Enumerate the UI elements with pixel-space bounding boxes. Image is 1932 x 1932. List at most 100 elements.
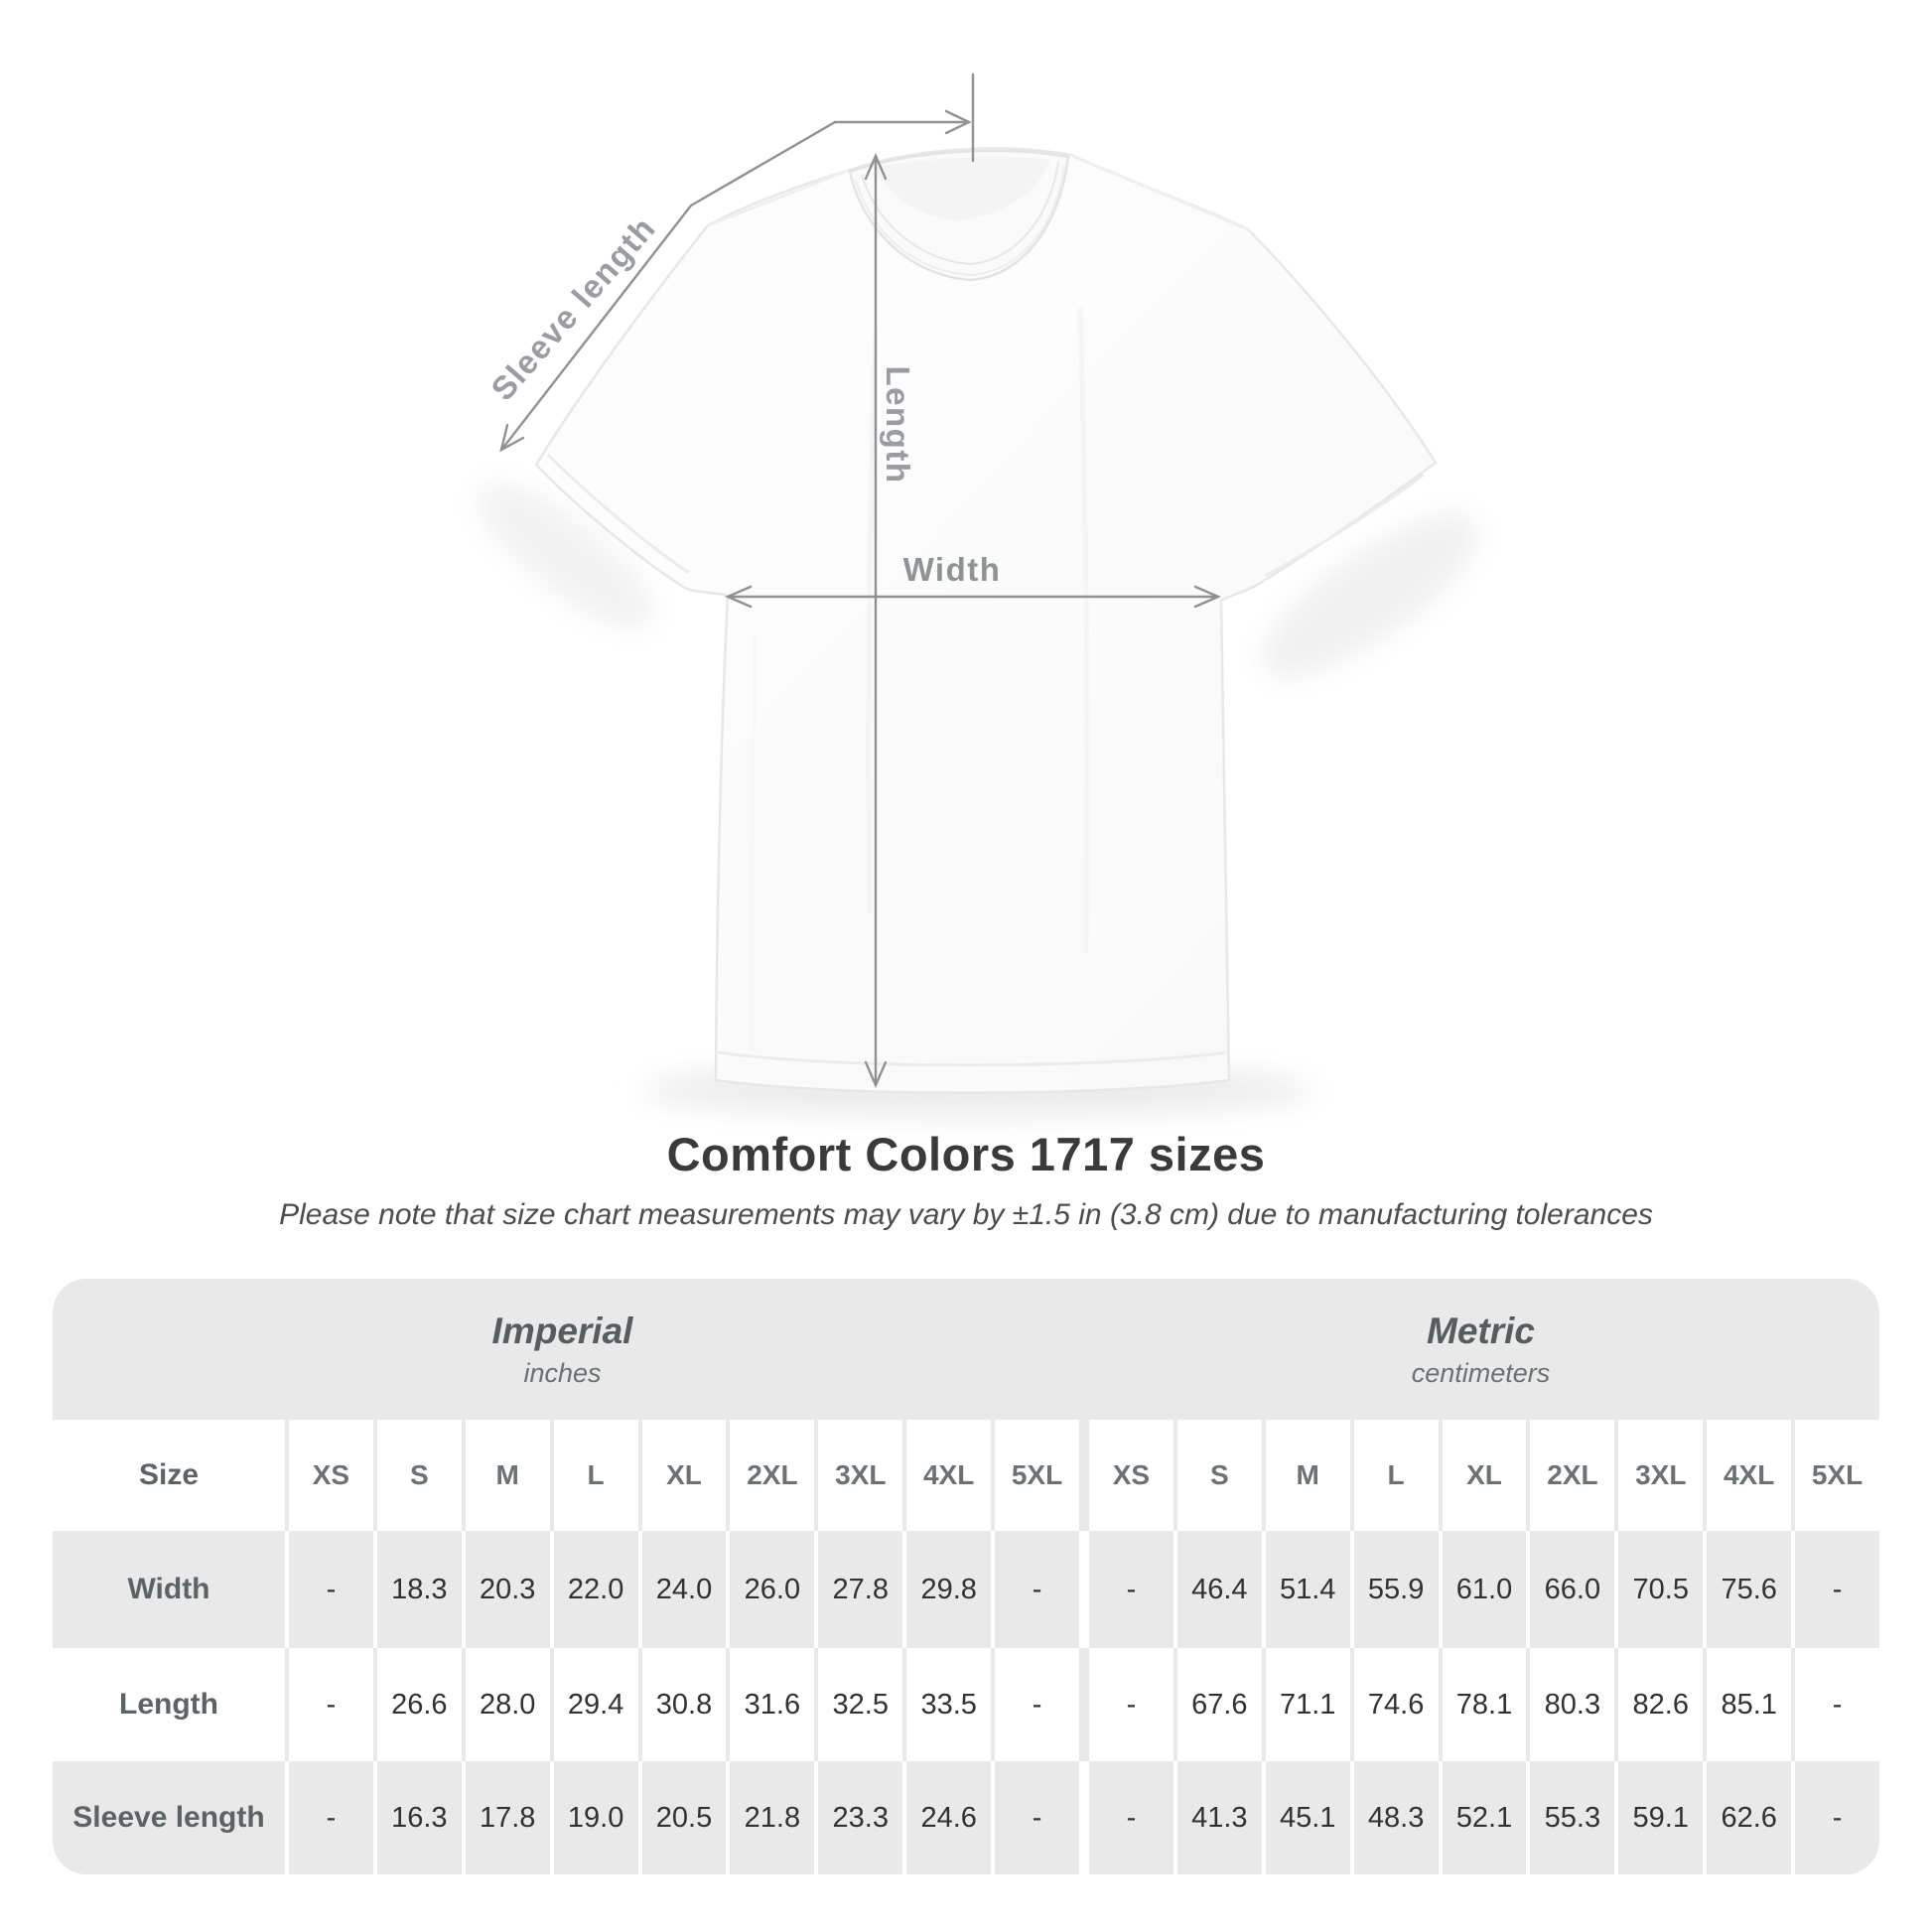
size-header-cell: L bbox=[553, 1420, 638, 1531]
metric-value-cell: 46.4 bbox=[1176, 1531, 1262, 1648]
size-header-cell: XL bbox=[641, 1420, 727, 1531]
imperial-value-cell: 29.4 bbox=[553, 1648, 638, 1761]
size-header-cell: XS bbox=[1088, 1420, 1173, 1531]
imperial-value-cell: 19.0 bbox=[553, 1761, 638, 1874]
imperial-value-cell: 31.6 bbox=[730, 1648, 815, 1761]
imperial-value-cell: - bbox=[995, 1648, 1079, 1761]
size-header-cell: S bbox=[376, 1420, 462, 1531]
size-header-cell: 5XL bbox=[995, 1420, 1079, 1531]
size-header-cell: 4XL bbox=[1707, 1420, 1792, 1531]
imperial-value-cell: - bbox=[289, 1531, 373, 1648]
size-table-rows: Size XS S M L XL 2XL 3XL 4XL 5XL XS S M L XL 2XL 3XL 4XL 5… bbox=[53, 1420, 1879, 1874]
table-row: Sleeve length -16.3 17.8 19.0 20.5 21.8 23.3 24… bbox=[53, 1761, 1879, 1874]
metric-value-cell: 75.6 bbox=[1707, 1531, 1792, 1648]
imperial-group-unit: inches bbox=[523, 1357, 602, 1388]
metric-group-header: Metric centimeters bbox=[1082, 1279, 1879, 1420]
tshirt-illustration bbox=[534, 147, 1438, 1095]
imperial-value-cell: - bbox=[995, 1531, 1079, 1648]
size-header-cell: S bbox=[1176, 1420, 1262, 1531]
metric-value-cell: 67.6 bbox=[1176, 1648, 1262, 1761]
metric-value-cell: 85.1 bbox=[1707, 1648, 1792, 1761]
tshirt-measurement-diagram: Sleeve length Length Width bbox=[477, 72, 1479, 1116]
row-label: Sleeve length bbox=[53, 1761, 285, 1874]
metric-value-cell: 61.0 bbox=[1442, 1531, 1527, 1648]
imperial-value-cell: 21.8 bbox=[730, 1761, 815, 1874]
metric-value-cell: 55.9 bbox=[1353, 1531, 1439, 1648]
size-header-cell: M bbox=[1265, 1420, 1350, 1531]
width-label: Width bbox=[903, 551, 1002, 588]
imperial-value-cell: 23.3 bbox=[818, 1761, 903, 1874]
metric-value-cell: 74.6 bbox=[1353, 1648, 1439, 1761]
imperial-value-cell: 24.6 bbox=[906, 1761, 992, 1874]
group-divider bbox=[1083, 1531, 1085, 1648]
size-header-cell: 4XL bbox=[906, 1420, 992, 1531]
imperial-value-cell: 29.8 bbox=[906, 1531, 992, 1648]
sleeve-length-arrow bbox=[500, 120, 970, 451]
metric-value-cell: - bbox=[1088, 1761, 1173, 1874]
imperial-value-cell: 26.0 bbox=[730, 1531, 815, 1648]
size-header-cell: 3XL bbox=[1618, 1420, 1704, 1531]
metric-value-cell: 48.3 bbox=[1353, 1761, 1439, 1874]
metric-value-cell: 82.6 bbox=[1618, 1648, 1704, 1761]
metric-value-cell: 55.3 bbox=[1530, 1761, 1615, 1874]
metric-value-cell: 80.3 bbox=[1530, 1648, 1615, 1761]
size-header-row: Size XS S M L XL 2XL 3XL 4XL 5XL XS S M L XL 2XL 3XL 4XL 5… bbox=[53, 1420, 1879, 1531]
size-header-cell: M bbox=[465, 1420, 550, 1531]
size-table: Imperial inches Metric centimeters Size X… bbox=[53, 1279, 1879, 1874]
size-header-cell: 2XL bbox=[730, 1420, 815, 1531]
size-header-cell: XS bbox=[289, 1420, 373, 1531]
size-header-cell: XL bbox=[1442, 1420, 1527, 1531]
metric-value-cell: - bbox=[1795, 1761, 1879, 1874]
imperial-group-name: Imperial bbox=[491, 1310, 633, 1351]
imperial-value-cell: - bbox=[289, 1761, 373, 1874]
size-column-header: Size bbox=[53, 1420, 285, 1531]
title-block: Comfort Colors 1717 sizes Please note th… bbox=[0, 1128, 1932, 1235]
size-header-cell: 5XL bbox=[1795, 1420, 1879, 1531]
group-divider bbox=[1083, 1648, 1085, 1761]
metric-value-cell: - bbox=[1795, 1648, 1879, 1761]
metric-value-cell: 70.5 bbox=[1618, 1531, 1704, 1648]
imperial-value-cell: 20.5 bbox=[641, 1761, 727, 1874]
imperial-value-cell: 33.5 bbox=[906, 1648, 992, 1761]
measurement-lines bbox=[499, 72, 1222, 1089]
imperial-value-cell: 26.6 bbox=[376, 1648, 462, 1761]
table-row: Length -26.6 28.0 29.4 30.8 31.6 32.5 33.5- -67.… bbox=[53, 1648, 1879, 1761]
metric-group-unit: centimeters bbox=[1411, 1357, 1551, 1388]
imperial-value-cell: - bbox=[995, 1761, 1079, 1874]
imperial-value-cell: - bbox=[289, 1648, 373, 1761]
size-header-cell: 2XL bbox=[1530, 1420, 1615, 1531]
metric-value-cell: 78.1 bbox=[1442, 1648, 1527, 1761]
page-title: Comfort Colors 1717 sizes bbox=[666, 1128, 1266, 1180]
metric-value-cell: 71.1 bbox=[1265, 1648, 1350, 1761]
metric-value-cell: - bbox=[1088, 1648, 1173, 1761]
table-row: Width -18.3 20.3 22.0 24.0 26.0 27.8 29.8- -46.4… bbox=[53, 1531, 1879, 1648]
tshirt-body bbox=[534, 147, 1438, 1095]
metric-value-cell: - bbox=[1795, 1531, 1879, 1648]
group-divider bbox=[1083, 1420, 1085, 1531]
imperial-value-cell: 20.3 bbox=[465, 1531, 550, 1648]
metric-group-name: Metric bbox=[1427, 1310, 1535, 1351]
metric-value-cell: 51.4 bbox=[1265, 1531, 1350, 1648]
row-label: Width bbox=[53, 1531, 285, 1648]
imperial-value-cell: 22.0 bbox=[553, 1531, 638, 1648]
imperial-value-cell: 18.3 bbox=[376, 1531, 462, 1648]
metric-value-cell: 66.0 bbox=[1530, 1531, 1615, 1648]
metric-value-cell: 59.1 bbox=[1618, 1761, 1704, 1874]
metric-value-cell: - bbox=[1088, 1531, 1173, 1648]
size-header-cell: L bbox=[1353, 1420, 1439, 1531]
imperial-value-cell: 28.0 bbox=[465, 1648, 550, 1761]
row-label: Length bbox=[53, 1648, 285, 1761]
metric-value-cell: 41.3 bbox=[1176, 1761, 1262, 1874]
imperial-value-cell: 17.8 bbox=[465, 1761, 550, 1874]
imperial-group-header: Imperial inches bbox=[53, 1279, 1072, 1420]
length-label: Length bbox=[880, 366, 916, 484]
imperial-value-cell: 16.3 bbox=[376, 1761, 462, 1874]
imperial-value-cell: 24.0 bbox=[641, 1531, 727, 1648]
unit-group-header: Imperial inches Metric centimeters bbox=[53, 1279, 1879, 1420]
imperial-value-cell: 27.8 bbox=[818, 1531, 903, 1648]
imperial-value-cell: 30.8 bbox=[641, 1648, 727, 1761]
size-header-cell: 3XL bbox=[818, 1420, 903, 1531]
metric-value-cell: 45.1 bbox=[1265, 1761, 1350, 1874]
metric-value-cell: 62.6 bbox=[1707, 1761, 1792, 1874]
group-divider bbox=[1083, 1761, 1085, 1874]
